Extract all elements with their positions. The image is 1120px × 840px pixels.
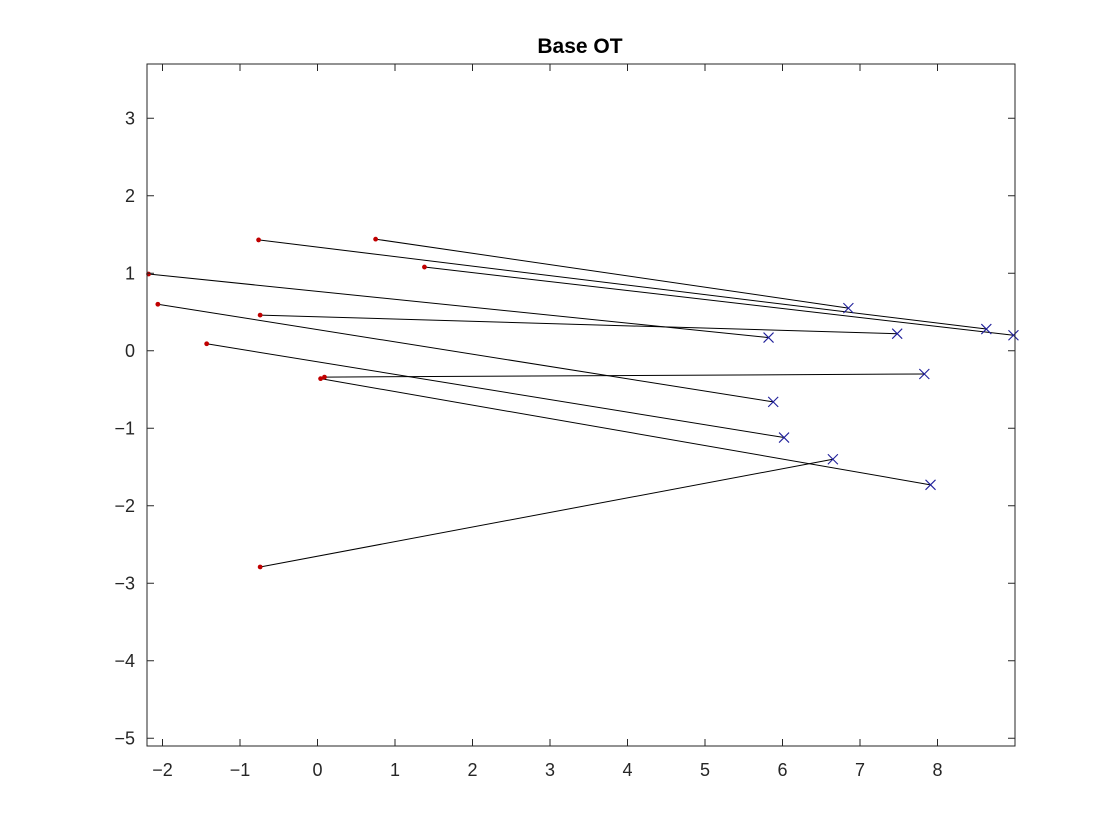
target-point-5 xyxy=(891,328,903,340)
source-point-5 xyxy=(257,312,263,318)
transport-link-4 xyxy=(157,303,774,403)
transport-link-9 xyxy=(260,458,833,568)
source-point-1 xyxy=(256,237,261,243)
x-axis-ticks: −2 −1 0 1 2 3 4 5 6 7 8 xyxy=(152,64,943,780)
x-tick-label-0: −2 xyxy=(152,760,173,780)
target-point-8 xyxy=(925,479,936,491)
y-tick-label-2: −3 xyxy=(114,573,135,593)
y-tick-label-1: −4 xyxy=(114,651,135,671)
y-tick-label-3: −2 xyxy=(114,496,135,516)
x-tick-label-7: 5 xyxy=(700,760,710,780)
transport-link-5 xyxy=(260,314,898,335)
y-tick-label-8: 3 xyxy=(125,108,135,128)
y-tick-label-7: 2 xyxy=(125,186,135,206)
x-tick-label-4: 2 xyxy=(467,760,477,780)
transport-link-8 xyxy=(320,378,931,486)
y-tick-label-4: −1 xyxy=(114,418,135,438)
x-tick-label-8: 6 xyxy=(777,760,787,780)
source-point-6 xyxy=(204,341,210,347)
target-points xyxy=(763,302,1019,491)
x-tick-label-10: 8 xyxy=(932,760,942,780)
transport-link-1 xyxy=(258,239,987,330)
x-tick-label-1: −1 xyxy=(230,760,251,780)
plot-axes xyxy=(146,63,1016,747)
target-point-2 xyxy=(1008,329,1019,341)
transport-links xyxy=(148,238,1014,568)
transport-link-7 xyxy=(324,373,925,378)
target-point-3 xyxy=(763,332,774,343)
source-point-7 xyxy=(322,374,327,380)
source-points xyxy=(146,236,427,570)
source-point-9 xyxy=(257,564,263,570)
y-tick-label-5: 0 xyxy=(125,341,135,361)
x-tick-label-2: 0 xyxy=(312,760,322,780)
x-tick-label-5: 3 xyxy=(545,760,555,780)
transport-link-6 xyxy=(206,343,785,439)
transport-link-3 xyxy=(148,273,769,339)
chart-title: Base OT xyxy=(537,35,622,58)
target-point-1 xyxy=(980,323,992,335)
y-tick-label-6: 1 xyxy=(125,263,135,283)
source-point-8 xyxy=(318,376,323,382)
source-point-0 xyxy=(373,236,379,242)
y-tick-label-0: −5 xyxy=(114,728,135,748)
target-point-4 xyxy=(767,396,779,408)
y-axis-ticks: −5 −4 −3 −2 −1 0 1 2 3 xyxy=(114,108,1015,748)
transport-link-2 xyxy=(424,266,1014,336)
target-point-0 xyxy=(842,302,854,314)
source-point-2 xyxy=(422,264,427,270)
x-tick-label-3: 1 xyxy=(390,760,400,780)
target-point-9 xyxy=(827,453,839,465)
transport-link-0 xyxy=(375,238,849,309)
x-tick-label-6: 4 xyxy=(622,760,632,780)
source-point-4 xyxy=(155,301,161,307)
x-tick-label-9: 7 xyxy=(855,760,865,780)
target-point-7 xyxy=(918,368,930,380)
target-point-6 xyxy=(778,432,790,443)
